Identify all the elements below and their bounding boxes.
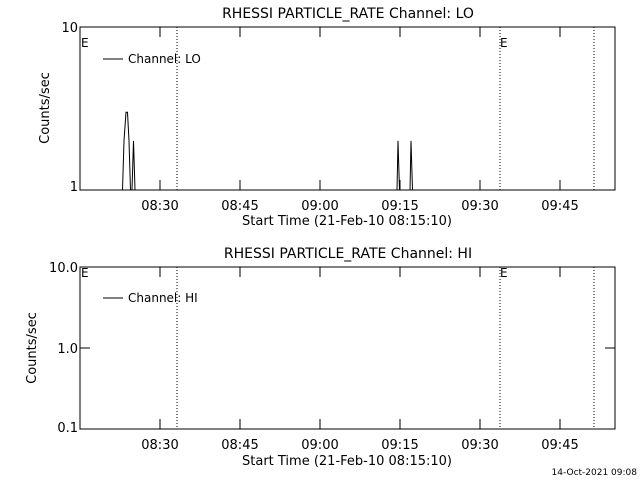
panel-hi-xtick-label: 09:30	[461, 438, 498, 453]
panel-hi: RHESSI PARTICLE_RATE Channel: HI 10.0 1.…	[25, 246, 616, 469]
event-marker-label: E	[81, 266, 89, 280]
panel-lo-xtick-label: 09:45	[541, 199, 578, 214]
panel-hi-y-ticks	[80, 266, 615, 430]
panel-lo-xtick-label: 09:30	[461, 199, 498, 214]
panel-lo-xtick-label: 08:30	[141, 199, 178, 214]
event-marker-label: E	[500, 266, 508, 280]
panel-lo-xtick-label: 09:00	[301, 199, 338, 214]
panel-lo-title: RHESSI PARTICLE_RATE Channel: LO	[222, 6, 474, 22]
panel-lo: RHESSI PARTICLE_RATE Channel: LO 10 1 Co…	[38, 6, 616, 229]
footer-timestamp: 14-Oct-2021 09:08	[552, 468, 638, 478]
panel-hi-ytick-label-bottom: 0.1	[57, 421, 78, 436]
panel-lo-xtick-label: 08:45	[221, 199, 258, 214]
panel-lo-ylabel: Counts/sec	[38, 72, 53, 144]
panel-hi-ylabel: Counts/sec	[25, 312, 40, 384]
panel-lo-ytick-label-top: 10	[61, 21, 78, 36]
panel-lo-y-ticks	[80, 26, 615, 191]
panel-hi-title: RHESSI PARTICLE_RATE Channel: HI	[224, 246, 472, 262]
panel-hi-xtick-label: 08:30	[141, 438, 178, 453]
series-line-lo	[122, 111, 413, 191]
panel-hi-xlabel: Start Time (21-Feb-10 08:15:10)	[242, 454, 452, 469]
panel-hi-xtick-label: 09:45	[541, 438, 578, 453]
panel-hi-ytick-label-mid: 1.0	[57, 342, 78, 357]
panel-hi-xtick-label: 08:45	[221, 438, 258, 453]
panel-lo-ytick-label-bottom: 1	[70, 180, 78, 195]
panel-hi-ytick-label-top: 10.0	[49, 261, 78, 276]
panel-lo-xlabel: Start Time (21-Feb-10 08:15:10)	[242, 214, 452, 229]
legend-label-hi: Channel: HI	[128, 291, 198, 305]
panel-lo-x-ticks	[159, 27, 561, 190]
panel-hi-xtick-label: 09:00	[301, 438, 338, 453]
panel-lo-xtick-label: 09:15	[381, 199, 418, 214]
panel-hi-x-ticks	[159, 267, 561, 429]
panel-hi-xtick-label: 09:15	[381, 438, 418, 453]
legend-label-lo: Channel: LO	[128, 52, 201, 66]
event-marker-label: E	[81, 36, 89, 50]
event-marker-label: E	[500, 36, 508, 50]
